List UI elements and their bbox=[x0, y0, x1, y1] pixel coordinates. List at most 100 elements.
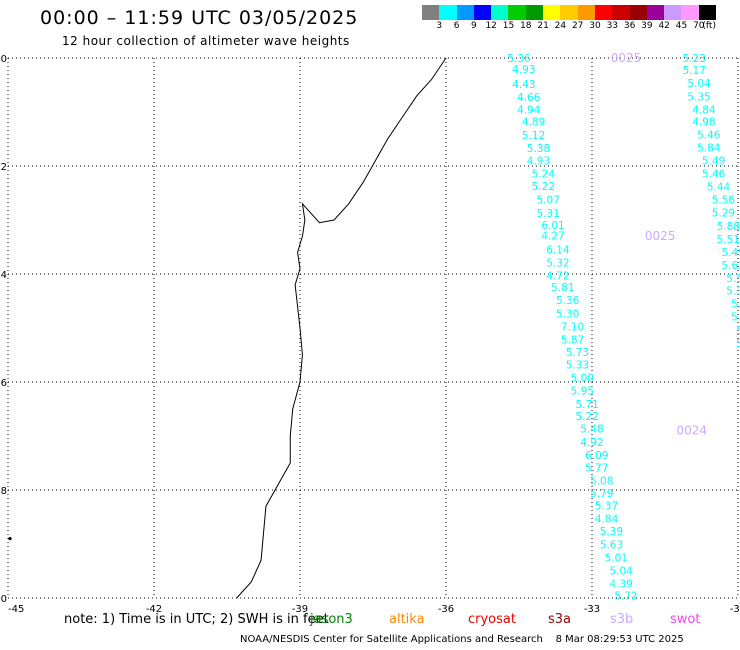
color-scale-unit: (ft) bbox=[702, 21, 716, 31]
wave-height-value: 5.72 bbox=[614, 590, 637, 602]
wave-height-value: 5.84 bbox=[697, 143, 721, 155]
wave-height-value: 5.32 bbox=[546, 258, 569, 270]
satellite-jason3: jason3 bbox=[310, 612, 353, 627]
color-swatch bbox=[560, 5, 578, 20]
wave-height-value: 4.93 bbox=[512, 64, 535, 76]
track-time-label: 0025 bbox=[645, 229, 676, 243]
color-swatch bbox=[681, 5, 699, 20]
color-scale-tick: 24 bbox=[554, 21, 567, 31]
wave-height-value: 5.51 bbox=[717, 234, 740, 246]
altimeter-tracks: 5.364.934.434.664.944.895.125.384.935.24… bbox=[507, 51, 740, 602]
wave-height-value: 5.35 bbox=[687, 91, 710, 103]
color-scale-tick: 15 bbox=[502, 21, 515, 31]
wave-height-value: 5.17 bbox=[683, 65, 706, 77]
wave-height-value: 4.43 bbox=[512, 79, 535, 91]
graticule bbox=[7, 57, 739, 599]
color-swatch bbox=[508, 5, 526, 20]
color-swatch bbox=[491, 5, 509, 20]
satellite-swot: swot bbox=[670, 612, 701, 627]
page-subtitle: 12 hour collection of altimeter wave hei… bbox=[62, 34, 350, 48]
altimeter-track: 5.195.226.124.904.985.615.755.405.614.82… bbox=[736, 338, 740, 350]
color-swatch bbox=[439, 5, 457, 20]
wave-height-value: 5.46 bbox=[702, 169, 726, 181]
wave-height-value: 5.62 bbox=[721, 260, 740, 272]
wave-height-value: 5.46 bbox=[697, 130, 721, 142]
wave-height-value: 5.22 bbox=[532, 181, 555, 193]
wave-height-value: 5.30 bbox=[556, 308, 579, 320]
wave-height-value: 5.31 bbox=[537, 208, 560, 220]
wave-height-value: 5.71 bbox=[575, 399, 598, 411]
satellite-altika: altika bbox=[389, 612, 425, 627]
longitude-label: -33 bbox=[584, 604, 600, 615]
wave-height-value: 5.12 bbox=[522, 130, 545, 142]
color-swatch bbox=[646, 5, 665, 20]
color-swatch bbox=[629, 5, 647, 20]
wave-height-value: 5.36 bbox=[507, 53, 531, 65]
wave-height-value: 5.48 bbox=[580, 423, 603, 435]
wave-height-value: 5.95 bbox=[571, 386, 594, 398]
longitude-label: -30 bbox=[730, 604, 740, 615]
wave-height-value: 5.01 bbox=[605, 553, 628, 565]
latitude-label: -20 bbox=[0, 594, 7, 605]
color-scale-tick: 12 bbox=[485, 21, 497, 31]
wave-height-value: 5.63 bbox=[600, 540, 623, 552]
wave-height-value: 5.27 bbox=[736, 325, 740, 337]
wave-height-value: 5.22 bbox=[575, 411, 598, 423]
wave-height-value: 6.01 bbox=[541, 220, 564, 232]
wave-height-value: 5.49 bbox=[702, 156, 725, 168]
wave-height-value: 5.08 bbox=[590, 475, 613, 487]
wave-height-value: 4.93 bbox=[527, 156, 550, 168]
longitude-label: -45 bbox=[8, 604, 24, 615]
wave-height-value: 5.36 bbox=[556, 295, 580, 307]
coastline-path bbox=[236, 57, 447, 599]
color-swatch bbox=[473, 5, 492, 20]
altimeter-track: 5.48 4.926.095.775.085.795.374.845.39 5.63… bbox=[580, 423, 707, 602]
color-swatch bbox=[543, 5, 561, 20]
generated-time: 8 Mar 08:29:53 UTC 2025 bbox=[555, 634, 684, 645]
wave-height-value: 5.00 bbox=[571, 373, 594, 385]
wave-height-value: 5.28 bbox=[731, 299, 740, 311]
wave-height-value: 4.72 bbox=[546, 271, 569, 283]
color-scale-tick: 45 bbox=[675, 21, 688, 31]
latitude-label: -18 bbox=[0, 486, 7, 497]
longitude-label: -42 bbox=[146, 604, 162, 615]
latitude-label: -10 bbox=[0, 54, 7, 65]
altimeter-track: 4.27 6.145.324.725.815.365.307.105.875.73… bbox=[541, 229, 675, 423]
satellite-cryosat: cryosat bbox=[468, 612, 516, 627]
footer-note: note: 1) Time is in UTC; 2) SWH is in fe… bbox=[64, 612, 329, 627]
track-time-label: 0024 bbox=[676, 424, 707, 438]
color-scale-bar bbox=[422, 5, 717, 20]
longitude-label: -39 bbox=[292, 604, 308, 615]
color-scale-tick: 30 bbox=[589, 21, 601, 31]
wave-height-value: 5.49 bbox=[721, 247, 740, 259]
wave-height-value: 5.23 bbox=[683, 53, 706, 65]
color-swatch bbox=[698, 5, 717, 20]
coastline bbox=[8, 57, 447, 599]
latitude-label: -12 bbox=[0, 162, 7, 173]
wave-height-value: 5.04 bbox=[687, 78, 711, 90]
page-title: 00:00 – 11:59 UTC 03/05/2025 bbox=[40, 7, 359, 29]
color-swatch bbox=[525, 5, 544, 20]
satellite-s3a: s3a bbox=[548, 612, 572, 627]
wave-height-value: 5.33 bbox=[566, 360, 589, 372]
color-scale-tick: 70 bbox=[693, 21, 705, 31]
color-swatch bbox=[422, 5, 440, 20]
wave-height-value: 5.37 bbox=[595, 501, 618, 513]
axis-ticks: -10 -12 -14 -16 -18 -20-45 -42 -39 -36 -33 -30 bbox=[0, 54, 740, 615]
wave-height-value: 5.38 bbox=[726, 286, 740, 298]
wave-height-value: 5.59 bbox=[726, 273, 740, 285]
wave-height-value: 5.24 bbox=[532, 169, 556, 181]
wave-height-value: 5.56 bbox=[712, 194, 736, 206]
satellite-s3b: s3b bbox=[610, 612, 634, 627]
color-swatch bbox=[612, 5, 630, 20]
longitude-label: -36 bbox=[438, 604, 454, 615]
color-scale-tick: 3 bbox=[436, 21, 443, 31]
color-scale-tick: 27 bbox=[571, 21, 584, 31]
wave-height-value: 4.66 bbox=[517, 92, 541, 104]
wave-height-value: 5.38 bbox=[527, 143, 550, 155]
wave-height-value: 6.09 bbox=[585, 450, 608, 462]
track-time-label: 0025 bbox=[611, 51, 642, 65]
wave-height-value: 4.98 bbox=[692, 117, 715, 129]
altimeter-track: 5.235.175.045.354.844.985.465.840000 bbox=[683, 53, 721, 155]
color-scale-tick: 18 bbox=[520, 21, 532, 31]
